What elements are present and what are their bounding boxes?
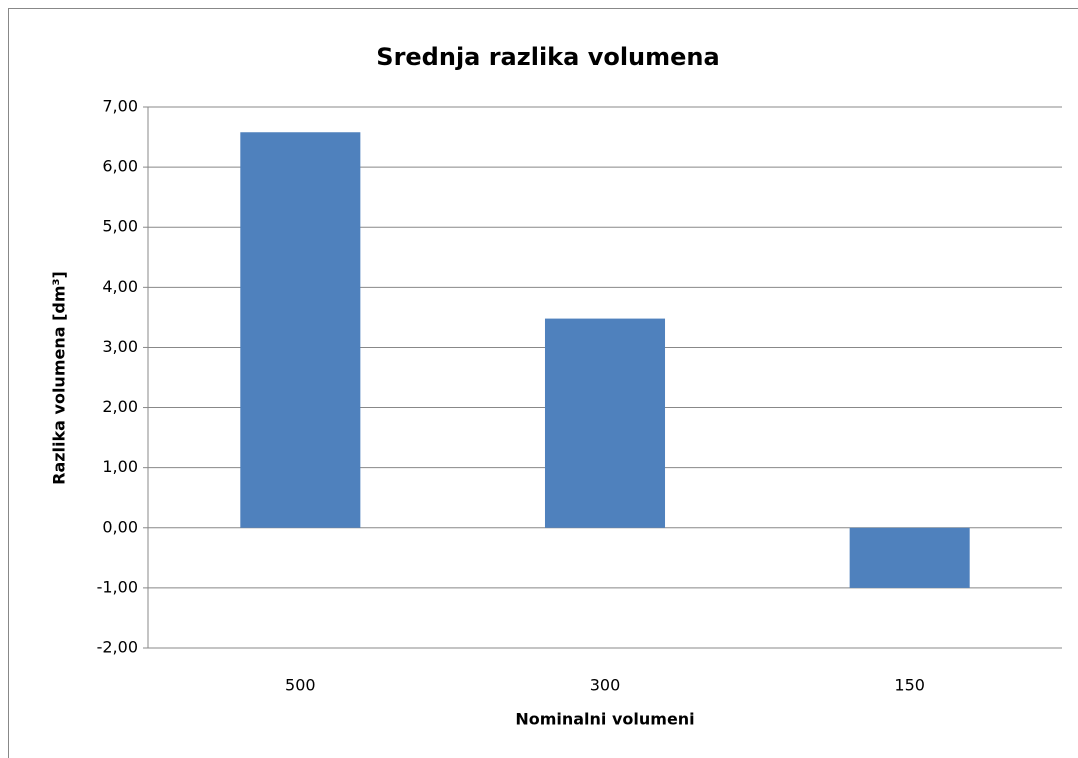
y-tick-label: -2,00 bbox=[97, 638, 138, 657]
x-axis-title: Nominalni volumeni bbox=[515, 710, 694, 729]
y-tick-label: 1,00 bbox=[102, 457, 138, 476]
y-tick-label: 6,00 bbox=[102, 157, 138, 176]
y-axis-title: Razlika volumena [dm³] bbox=[50, 271, 69, 485]
y-tick-label: 7,00 bbox=[102, 97, 138, 116]
x-tick-label: 150 bbox=[894, 676, 925, 695]
y-tick-label: 4,00 bbox=[102, 277, 138, 296]
x-tick-label: 300 bbox=[590, 676, 621, 695]
chart-border bbox=[8, 8, 1078, 758]
y-tick-label: 5,00 bbox=[102, 217, 138, 236]
y-tick-label: 0,00 bbox=[102, 517, 138, 536]
y-tick-label: -1,00 bbox=[97, 577, 138, 596]
y-tick-label: 3,00 bbox=[102, 337, 138, 356]
bar bbox=[240, 132, 361, 528]
bar bbox=[849, 527, 970, 588]
bar bbox=[544, 318, 666, 528]
x-tick-label: 500 bbox=[285, 676, 316, 695]
chart-title: Srednja razlika volumena bbox=[376, 43, 719, 71]
y-tick-label: 2,00 bbox=[102, 397, 138, 416]
